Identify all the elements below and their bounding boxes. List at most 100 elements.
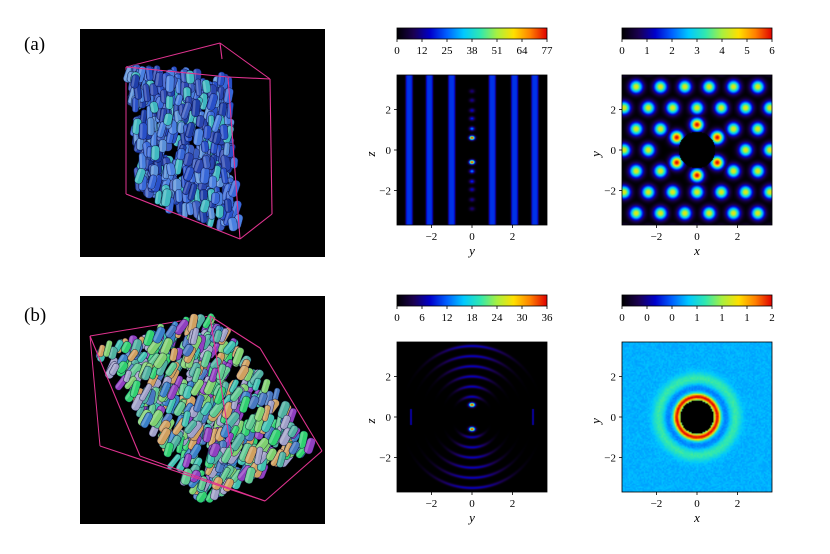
x-tick-label: 0	[469, 498, 475, 510]
tube-highlight	[216, 206, 220, 217]
particle-tube	[280, 414, 291, 430]
tube-highlight	[221, 155, 226, 171]
particle-tube	[183, 166, 195, 182]
particle-tube	[208, 442, 221, 458]
tube-highlight	[201, 351, 208, 366]
tube-highlight	[128, 349, 136, 360]
particle-tube	[190, 327, 200, 346]
tube-highlight	[240, 396, 247, 412]
tube-highlight	[176, 457, 185, 470]
tube-highlight	[219, 103, 223, 117]
x-axis-label: y	[467, 510, 475, 525]
particle-tube	[127, 349, 139, 362]
tube-highlight	[184, 153, 189, 165]
tube-highlight	[177, 149, 182, 159]
y-axis-label: y	[588, 151, 603, 159]
particle-tube	[227, 217, 238, 232]
row-label-a: (a)	[24, 34, 46, 55]
tube-highlight	[191, 328, 197, 344]
y-tick-label: 2	[611, 104, 617, 116]
tube-highlight	[209, 176, 213, 188]
particle-render-a	[80, 29, 325, 257]
colorbar-tick-label: 12	[442, 312, 453, 324]
tube-highlight	[133, 98, 136, 112]
x-axis-label: x	[693, 510, 700, 525]
particle-tube	[212, 131, 222, 145]
colorbar-tick-label: 38	[467, 45, 479, 57]
box-edge	[125, 42, 221, 68]
colorbar-tick-label: 1	[744, 312, 750, 324]
tube-highlight	[98, 345, 103, 356]
particle-tube	[244, 445, 258, 464]
box-edge	[209, 315, 233, 457]
particle-tube	[173, 401, 186, 417]
particle-tube	[223, 142, 231, 157]
tube-highlight	[131, 394, 140, 409]
particle-tube	[211, 114, 223, 133]
tube-highlight	[184, 403, 191, 413]
tube-highlight	[183, 182, 189, 194]
heatmap-image	[397, 75, 547, 225]
tube-highlight	[255, 447, 260, 464]
tube-highlight	[160, 382, 168, 396]
tube-highlight	[214, 330, 219, 341]
tube-highlight	[246, 414, 254, 429]
tube-highlight	[185, 420, 195, 432]
y-tick-label: −2	[379, 453, 391, 465]
tube-highlight	[211, 142, 215, 153]
tube-highlight	[183, 386, 189, 398]
colorbar-tick-label: 2	[669, 45, 675, 57]
row-label-b: (b)	[24, 305, 47, 326]
tube-highlight	[167, 164, 172, 175]
colorbar-tick-label: 18	[467, 312, 479, 324]
tube-highlight	[212, 477, 219, 488]
particle-tube	[232, 347, 245, 366]
y-axis-label: z	[363, 418, 378, 424]
tube-highlight	[166, 76, 170, 92]
particle-tube	[165, 361, 178, 377]
y-tick-label: 0	[611, 145, 617, 157]
particle-tube	[191, 367, 202, 383]
tube-highlight	[304, 438, 311, 453]
particle-tube	[201, 79, 211, 94]
particle-tube	[200, 350, 212, 368]
particle-tube	[203, 125, 212, 140]
particle-tube	[165, 74, 175, 93]
tube-highlight	[139, 362, 147, 378]
tube-highlight	[219, 149, 224, 163]
particle-tube	[219, 124, 229, 141]
box-edge	[125, 193, 241, 240]
particle-tube	[202, 427, 213, 443]
tube-highlight	[200, 190, 204, 201]
particle-tube	[147, 117, 155, 136]
particle-tube	[194, 78, 202, 97]
tube-highlight	[166, 397, 174, 413]
box-edge	[259, 347, 323, 452]
particle-tube	[120, 341, 132, 354]
colorbar-tick-label: 0	[619, 312, 625, 324]
colorbar	[396, 294, 548, 307]
colorbar-tick-label: 4	[719, 45, 725, 57]
tube-highlight	[189, 362, 197, 376]
particle-tube	[277, 400, 291, 419]
tube-highlight	[181, 176, 185, 188]
tube-highlight	[219, 329, 226, 341]
particle-render-b	[80, 296, 325, 524]
tube-highlight	[150, 102, 155, 113]
tube-highlight	[201, 142, 205, 152]
x-tick-label: −2	[651, 498, 663, 510]
particle-tube	[221, 401, 234, 419]
x-tick-label: 0	[469, 231, 475, 243]
particle-tube	[287, 425, 299, 438]
particle-tube	[199, 199, 210, 213]
tube-highlight	[160, 109, 164, 123]
colorbar-tick-label: 0	[669, 312, 675, 324]
tube-highlight	[200, 345, 210, 358]
particle-tube	[149, 101, 159, 114]
tube-highlight	[208, 189, 212, 201]
box-edge	[125, 66, 229, 78]
tube-highlight	[173, 179, 177, 192]
colorbar-tick-label: 5	[744, 45, 750, 57]
tube-highlight	[221, 169, 226, 183]
colorbar-tick-label: 1	[694, 312, 700, 324]
